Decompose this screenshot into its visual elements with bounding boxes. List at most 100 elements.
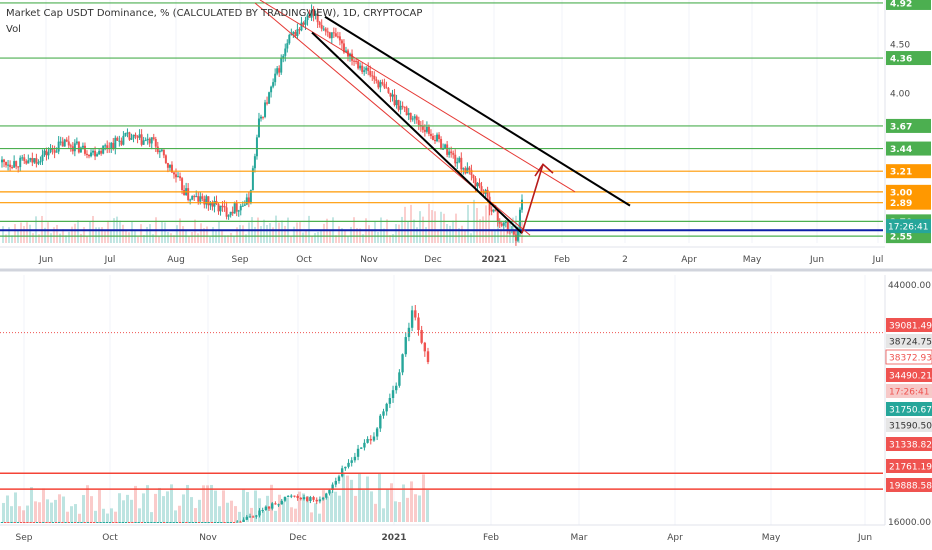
top-candle xyxy=(110,142,113,149)
top-date-tick: 2021 xyxy=(481,255,506,265)
bottom-candle xyxy=(337,476,341,481)
top-volume-bar xyxy=(224,235,226,243)
top-candle xyxy=(476,182,479,187)
top-candle xyxy=(411,118,414,120)
top-candle xyxy=(440,139,443,150)
bottom-volume-bar xyxy=(386,488,389,522)
bottom-candle xyxy=(92,522,96,523)
top-volume-bar xyxy=(416,227,418,243)
top-candle xyxy=(316,13,319,23)
top-candle xyxy=(375,79,378,81)
bottom-candle xyxy=(201,522,204,523)
top-candle xyxy=(450,151,453,154)
top-candle xyxy=(154,139,157,147)
top-candle xyxy=(177,176,180,178)
bottom-volume-bar xyxy=(110,508,113,522)
top-candle xyxy=(482,191,485,194)
bottom-candle xyxy=(251,516,255,518)
bottom-candle xyxy=(391,390,395,399)
top-candle xyxy=(255,137,258,157)
top-volume-bar xyxy=(425,227,427,243)
top-candle xyxy=(126,132,129,134)
level-price-tag-label: 4.92 xyxy=(890,0,912,9)
top-candle xyxy=(272,82,275,87)
top-candle xyxy=(338,36,341,41)
top-volume-bar xyxy=(188,235,190,243)
top-volume-bar xyxy=(242,225,244,243)
top-candle xyxy=(433,139,436,142)
top-candle xyxy=(61,141,64,147)
price-tag xyxy=(886,459,932,473)
bottom-volume-bar xyxy=(350,479,353,522)
bottom-candle xyxy=(401,354,404,373)
bottom-candle xyxy=(13,522,16,523)
bottom-date-tick: May xyxy=(762,533,781,543)
top-volume-bar xyxy=(158,236,160,243)
bottom-candle xyxy=(80,522,83,523)
top-volume-bar xyxy=(245,234,247,243)
top-volume-bar xyxy=(59,233,61,243)
bottom-date-tick: 2021 xyxy=(381,533,406,543)
top-candle xyxy=(146,138,149,141)
bottom-volume-bar xyxy=(62,496,65,522)
bottom-volume-bar xyxy=(394,501,397,522)
top-candle xyxy=(124,133,127,136)
top-candle xyxy=(1,159,3,163)
bottom-volume-bar xyxy=(6,495,9,522)
top-volume-bar xyxy=(446,224,448,243)
price-tag-label: 38724.75 xyxy=(889,338,932,348)
top-candle xyxy=(100,150,103,154)
top-candle xyxy=(39,161,42,163)
top-volume-bar xyxy=(173,235,175,243)
top-volume-bar xyxy=(8,227,10,243)
bottom-candle xyxy=(45,522,48,523)
top-volume-bar xyxy=(293,226,295,243)
bottom-candle xyxy=(19,522,23,523)
top-candle xyxy=(355,60,358,62)
top-candle xyxy=(284,48,287,56)
bottom-volume-bar xyxy=(134,485,137,522)
bottom-date-tick: Mar xyxy=(571,533,588,543)
bottom-volume-bar xyxy=(414,494,417,522)
bottom-volume-bar xyxy=(370,491,373,522)
top-candle xyxy=(314,13,317,16)
bottom-candle xyxy=(350,460,353,463)
top-volume-bar xyxy=(71,226,73,243)
bottom-candle xyxy=(385,403,388,412)
bottom-candle xyxy=(242,519,245,522)
top-date-tick: Jun xyxy=(38,255,53,265)
top-candle xyxy=(136,136,139,138)
bottom-volume-bar xyxy=(190,497,193,522)
bottom-candle xyxy=(105,522,109,523)
top-candle xyxy=(114,137,117,149)
bottom-volume-bar xyxy=(138,508,141,522)
top-candle xyxy=(112,142,115,149)
top-volume-bar xyxy=(110,231,112,243)
top-candle xyxy=(379,82,382,88)
bottom-volume-bar xyxy=(18,506,21,522)
top-axis-tick: 4.00 xyxy=(890,89,910,99)
top-date-tick: Aug xyxy=(167,255,185,265)
bottom-candle xyxy=(134,522,137,523)
top-candle xyxy=(383,83,386,88)
bottom-candle xyxy=(77,522,80,523)
bottom-candles xyxy=(0,305,430,523)
top-candle xyxy=(172,172,175,175)
top-volume-bar xyxy=(437,230,439,243)
top-volume-bar xyxy=(428,203,430,243)
bottom-volume-bar xyxy=(146,485,149,522)
bottom-volume-bar xyxy=(282,501,285,522)
top-candle xyxy=(189,199,192,201)
top-candle xyxy=(106,145,109,149)
top-volume-bar xyxy=(167,231,169,243)
bottom-volume-bar xyxy=(382,508,385,522)
bottom-candle xyxy=(274,503,277,505)
bottom-volume-bar xyxy=(250,507,253,522)
top-candles xyxy=(1,4,523,246)
bottom-date-tick: Sep xyxy=(16,533,33,543)
top-candle xyxy=(118,140,121,142)
top-candle xyxy=(506,222,509,231)
top-candle xyxy=(470,169,473,176)
top-volume-bar xyxy=(368,225,370,243)
